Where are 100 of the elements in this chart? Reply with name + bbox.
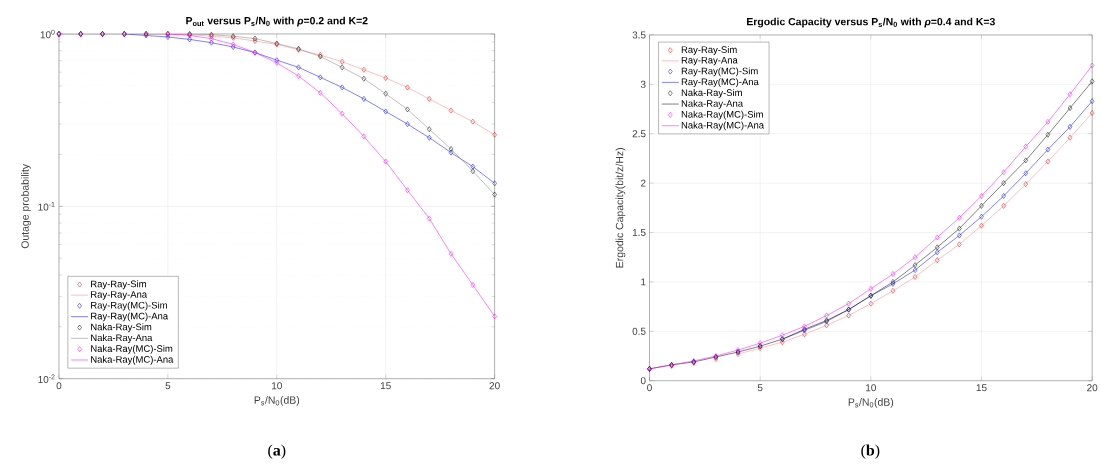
point	[470, 118, 476, 125]
point	[318, 90, 323, 96]
point	[780, 332, 785, 339]
point	[1067, 124, 1073, 130]
y-tick-label: 1	[641, 278, 646, 286]
legend-label: Ray-Ray-Ana	[91, 291, 148, 300]
x-axis-title: P$_{s}$/N$_{0}$(dB)	[254, 396, 300, 407]
point	[1089, 98, 1095, 105]
point	[383, 75, 388, 82]
point	[361, 76, 367, 82]
legend-label: Ray-Ray(MC)-Ana	[681, 78, 759, 88]
point	[492, 313, 497, 320]
point	[383, 158, 388, 165]
point	[912, 267, 918, 274]
legend-label: Naka-Ray(MC)-Ana	[91, 356, 174, 365]
point	[957, 241, 962, 248]
point	[1001, 169, 1006, 176]
point	[979, 193, 984, 199]
point	[383, 91, 388, 97]
y-tick-label: 3.5	[632, 31, 646, 39]
point	[1089, 62, 1095, 69]
point	[890, 288, 896, 294]
point	[1001, 203, 1006, 209]
x-tick-label: 10	[272, 382, 282, 390]
point	[361, 67, 367, 73]
x-tick-label: 20	[489, 382, 500, 390]
point	[405, 84, 410, 91]
point	[492, 132, 497, 138]
point	[802, 331, 807, 338]
x-tick-label: 0	[56, 382, 62, 390]
x-tick-label: 15	[976, 384, 987, 392]
y-tick-label: 10$^{-1}$	[38, 202, 55, 211]
point	[187, 36, 192, 43]
y-tick-label: 0.5	[632, 327, 646, 336]
legend-label: Ray-Ray-Sim	[681, 46, 737, 56]
point	[209, 40, 214, 46]
point	[957, 225, 962, 232]
legend-label: Naka-Ray(MC)-Ana	[681, 121, 765, 131]
point	[1023, 170, 1028, 177]
legend-label: Naka-Ray-Ana	[91, 334, 153, 344]
point	[868, 300, 874, 307]
text: (b)	[861, 444, 880, 460]
legend-label: Ray-Ray-Ana	[681, 57, 738, 66]
x-tick-label: 5	[165, 382, 171, 390]
legend-label: Naka-Ray-Ana	[681, 100, 744, 109]
point	[824, 312, 829, 319]
point	[361, 133, 367, 140]
point	[1023, 181, 1028, 188]
x-tick-label: 15	[380, 382, 391, 390]
point	[296, 64, 301, 71]
y-axis-title: Outage probability	[21, 164, 31, 249]
point	[824, 322, 829, 329]
point	[427, 96, 432, 102]
point	[1045, 119, 1051, 125]
point	[912, 254, 918, 261]
point	[957, 232, 962, 239]
point	[1001, 193, 1006, 199]
point	[427, 126, 432, 133]
x-tick-label: 5	[757, 384, 763, 392]
point	[1045, 146, 1051, 153]
point	[1045, 132, 1051, 138]
point	[957, 215, 962, 221]
point	[1045, 158, 1051, 165]
legend-label: Naka-Ray(MC)-Sim	[91, 345, 173, 354]
point	[448, 107, 454, 114]
y-tick-label: 1.5	[632, 229, 646, 237]
y-tick-label: 10$^{-2}$	[38, 374, 55, 384]
point	[935, 257, 940, 264]
x-tick-label: 10	[866, 384, 876, 392]
point	[979, 222, 984, 229]
legend-label: Ray-Ray(MC)-Ana	[91, 312, 169, 322]
point	[1067, 105, 1073, 112]
point	[1023, 143, 1028, 150]
point	[1001, 180, 1006, 187]
text: (a)	[268, 444, 286, 460]
x-tick-label: 0	[647, 384, 652, 392]
x-tick-label: 20	[1087, 384, 1098, 392]
legend-label: Naka-Ray(MC)-Sim	[681, 110, 763, 120]
point	[427, 215, 432, 222]
point	[470, 163, 476, 170]
point	[405, 121, 410, 128]
point	[979, 203, 984, 209]
point	[296, 73, 301, 80]
point	[339, 84, 345, 91]
y-tick-label: 2	[640, 179, 646, 187]
point	[1067, 91, 1073, 98]
legend-label: Naka-Ray-Sim	[91, 323, 152, 333]
chart-title: P$_{out}$ versus P$_{s}$/N$_{0}$ with ρ=0.2 and K=2	[186, 16, 368, 27]
x-axis-title: P$_{s}$/N$_{0}$(dB)	[848, 398, 894, 409]
point	[339, 110, 345, 117]
point	[492, 191, 497, 198]
y-tick-label: 3	[640, 81, 646, 89]
point	[1089, 110, 1095, 117]
point	[405, 106, 410, 113]
point	[935, 244, 940, 251]
y-tick-label: 2.5	[632, 130, 646, 138]
point	[492, 180, 497, 187]
point	[912, 274, 918, 280]
point	[890, 271, 896, 278]
point	[1067, 135, 1073, 141]
